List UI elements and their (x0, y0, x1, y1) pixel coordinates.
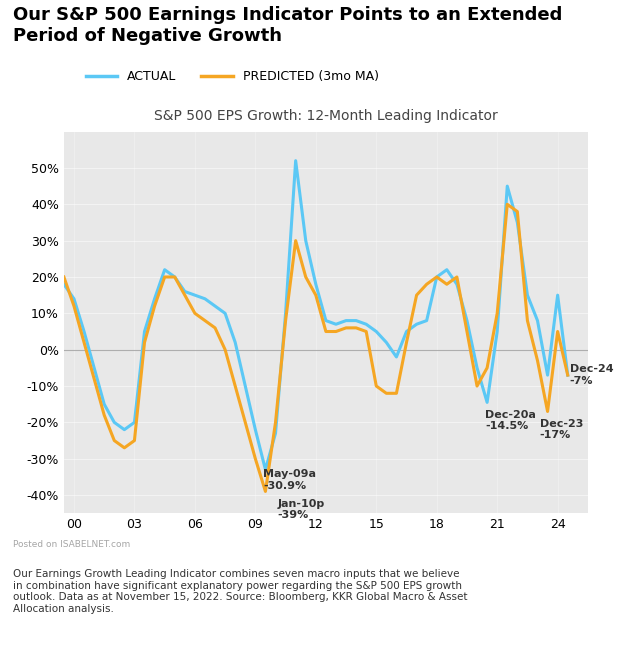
PREDICTED (3mo MA) (171, 273, 178, 281)
PREDICTED (3mo MA) (504, 200, 511, 208)
PREDICTED (3mo MA) (221, 345, 229, 353)
ACTUAL (221, 309, 229, 317)
Text: Jan-10p
-39%: Jan-10p -39% (277, 499, 325, 520)
Text: Dec-24
-7%: Dec-24 -7% (570, 365, 613, 386)
Text: Posted on ISABELNET.com: Posted on ISABELNET.com (13, 540, 130, 549)
PREDICTED (3mo MA) (554, 328, 562, 336)
Text: Dec-20a
-14.5%: Dec-20a -14.5% (485, 410, 536, 431)
PREDICTED (3mo MA) (60, 273, 68, 281)
PREDICTED (3mo MA) (433, 273, 440, 281)
ACTUAL (60, 280, 68, 288)
PREDICTED (3mo MA) (403, 338, 410, 346)
Text: Dec-23
-17%: Dec-23 -17% (539, 418, 583, 440)
ACTUAL (554, 291, 562, 299)
Text: Our Earnings Growth Leading Indicator combines seven macro inputs that we believ: Our Earnings Growth Leading Indicator co… (13, 569, 467, 614)
Text: Our S&P 500 Earnings Indicator Points to an Extended
Period of Negative Growth: Our S&P 500 Earnings Indicator Points to… (13, 6, 562, 45)
ACTUAL (292, 157, 300, 164)
Line: PREDICTED (3mo MA): PREDICTED (3mo MA) (64, 204, 567, 492)
PREDICTED (3mo MA) (564, 371, 571, 379)
PREDICTED (3mo MA) (261, 488, 269, 495)
ACTUAL (212, 302, 219, 310)
Line: ACTUAL: ACTUAL (64, 161, 567, 470)
ACTUAL (413, 320, 420, 328)
ACTUAL (171, 273, 178, 281)
ACTUAL (443, 266, 450, 274)
PREDICTED (3mo MA) (212, 324, 219, 332)
Text: May-09a
-30.9%: May-09a -30.9% (263, 469, 316, 491)
Legend: ACTUAL, PREDICTED (3mo MA): ACTUAL, PREDICTED (3mo MA) (81, 65, 383, 88)
ACTUAL (564, 371, 571, 379)
ACTUAL (261, 466, 269, 474)
Title: S&P 500 EPS Growth: 12-Month Leading Indicator: S&P 500 EPS Growth: 12-Month Leading Ind… (154, 109, 498, 124)
